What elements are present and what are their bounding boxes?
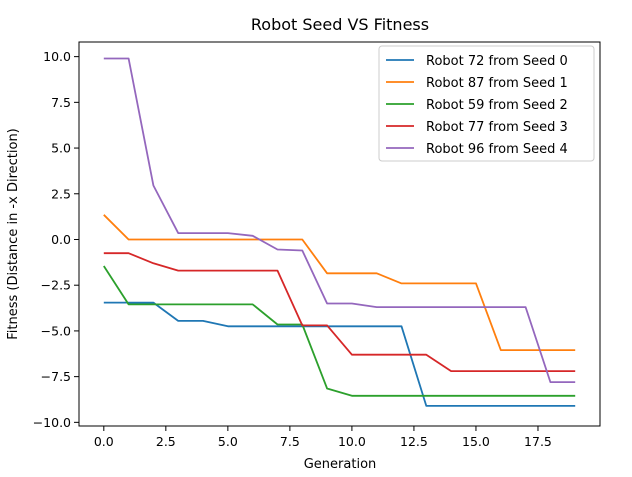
x-tick-label: 10.0: [338, 434, 366, 449]
legend-label-3: Robot 77 from Seed 3: [426, 120, 568, 135]
y-tick-label: 2.5: [51, 186, 71, 201]
series-line-4: [103, 57, 576, 384]
y-tick-label: −7.5: [41, 369, 71, 384]
y-axis-label: Fitness (Distance in -x Direction): [6, 128, 21, 340]
legend-label-4: Robot 96 from Seed 4: [426, 142, 568, 157]
x-tick-label: 7.5: [280, 434, 300, 449]
y-axis: 10.0 7.5 5.0 2.5 0.0 −2.5 −5.0 −7.5 −10.0: [33, 49, 79, 430]
x-tick-label: 2.5: [156, 434, 176, 449]
legend-label-2: Robot 59 from Seed 2: [426, 98, 568, 113]
x-axis-label: Generation: [304, 457, 377, 472]
legend-frame: [378, 45, 595, 162]
y-tick-label: −5.0: [41, 323, 71, 338]
y-tick-label: −2.5: [41, 278, 71, 293]
legend-label-1: Robot 87 from Seed 1: [426, 76, 568, 91]
y-tick-label: 0.0: [51, 232, 71, 247]
y-tick-label: 7.5: [51, 95, 71, 110]
y-tick-label: 10.0: [43, 49, 71, 64]
x-tick-label: 0.0: [94, 434, 114, 449]
legend-label-0: Robot 72 from Seed 0: [426, 54, 568, 69]
plot-border: [78, 41, 601, 427]
x-tick-label: 12.5: [400, 434, 428, 449]
y-tick-label: 5.0: [51, 141, 71, 156]
x-tick-label: 5.0: [218, 434, 238, 449]
x-axis: 0.0 2.5 5.0 7.5 10.0 12.5 15.0 17.5: [94, 426, 552, 449]
legend: Robot 72 from Seed 0 Robot 87 from Seed 1…: [378, 45, 595, 162]
chart-title: Robot Seed VS Fitness: [251, 15, 429, 34]
y-tick-label: −10.0: [33, 415, 71, 430]
x-tick-label: 17.5: [524, 434, 552, 449]
series-line-3: [103, 252, 576, 373]
series-line-1: [103, 214, 576, 352]
series-line-0: [103, 301, 576, 407]
series-layer: [103, 57, 576, 407]
series-line-2: [103, 265, 576, 397]
x-tick-label: 15.0: [462, 434, 490, 449]
